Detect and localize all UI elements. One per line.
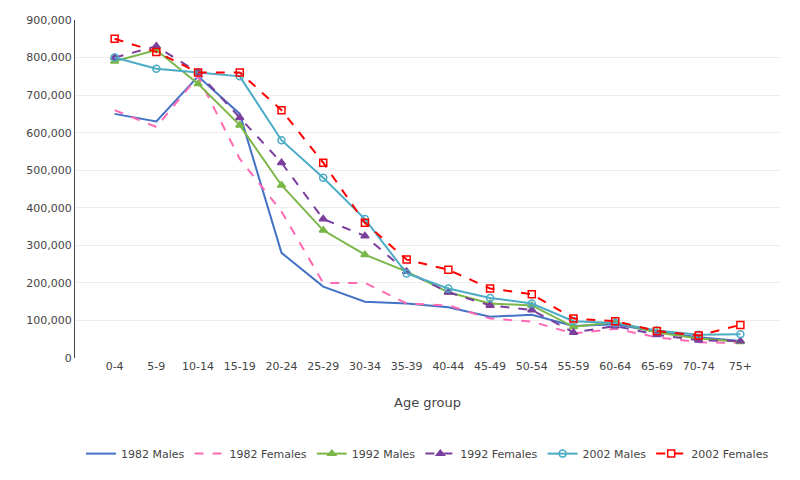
svg-text:25-29: 25-29 <box>307 360 339 373</box>
svg-text:2002 Females: 2002 Females <box>691 448 768 461</box>
svg-text:0-4: 0-4 <box>106 360 124 373</box>
svg-text:1982 Females: 1982 Females <box>230 448 307 461</box>
svg-text:600,000: 600,000 <box>26 127 72 140</box>
svg-text:800,000: 800,000 <box>26 51 72 64</box>
svg-text:30-34: 30-34 <box>349 360 381 373</box>
svg-text:1982 Males: 1982 Males <box>121 448 185 461</box>
svg-text:300,000: 300,000 <box>26 239 72 252</box>
svg-text:35-39: 35-39 <box>391 360 423 373</box>
svg-text:75+: 75+ <box>729 360 752 373</box>
svg-text:40-44: 40-44 <box>432 360 464 373</box>
svg-text:Age group: Age group <box>394 395 461 410</box>
svg-text:15-19: 15-19 <box>224 360 256 373</box>
svg-text:45-49: 45-49 <box>474 360 506 373</box>
svg-text:500,000: 500,000 <box>26 164 72 177</box>
svg-text:60-64: 60-64 <box>599 360 631 373</box>
svg-text:400,000: 400,000 <box>26 202 72 215</box>
svg-text:10-14: 10-14 <box>182 360 214 373</box>
svg-text:0: 0 <box>65 352 72 365</box>
svg-text:65-69: 65-69 <box>641 360 673 373</box>
svg-text:50-54: 50-54 <box>516 360 548 373</box>
svg-text:1992 Females: 1992 Females <box>460 448 537 461</box>
svg-text:5-9: 5-9 <box>147 360 165 373</box>
svg-text:2002 Males: 2002 Males <box>583 448 647 461</box>
svg-text:20-24: 20-24 <box>266 360 298 373</box>
svg-text:700,000: 700,000 <box>26 89 72 102</box>
svg-text:100,000: 100,000 <box>26 314 72 327</box>
svg-text:70-74: 70-74 <box>683 360 715 373</box>
svg-text:200,000: 200,000 <box>26 277 72 290</box>
svg-text:1992 Males: 1992 Males <box>352 448 416 461</box>
svg-text:900,000: 900,000 <box>26 14 72 27</box>
svg-text:55-59: 55-59 <box>558 360 590 373</box>
